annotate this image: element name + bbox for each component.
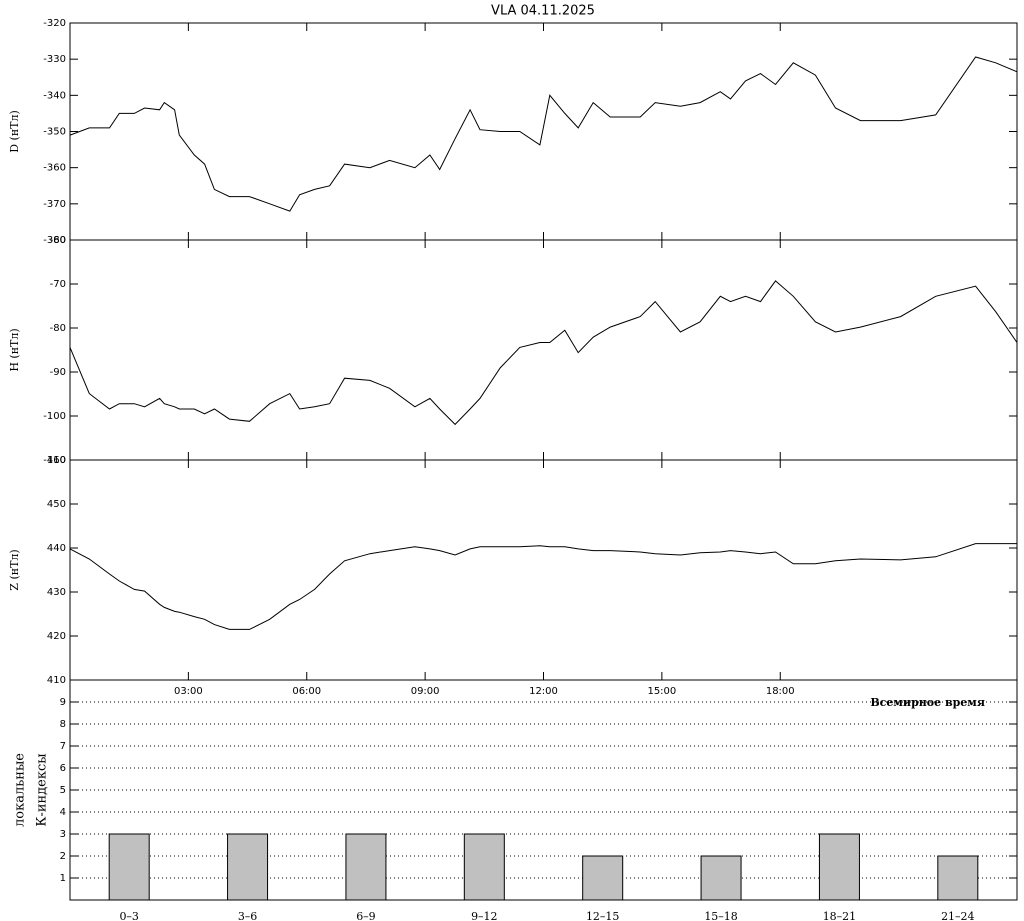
x-tick-label: 06:00 bbox=[292, 686, 321, 697]
y-tick-label: 440 bbox=[47, 543, 66, 554]
plot-frame bbox=[69, 239, 1018, 461]
data-line bbox=[69, 543, 1017, 630]
x-tick-label: 9–12 bbox=[471, 910, 498, 921]
x-axis-label: Всемирное время bbox=[870, 696, 985, 709]
x-tick-label: 03:00 bbox=[174, 686, 203, 697]
x-tick-label: 0–3 bbox=[119, 910, 139, 921]
y-tick-label: -320 bbox=[43, 18, 66, 29]
y-tick-label: 7 bbox=[60, 741, 66, 752]
bar bbox=[227, 833, 269, 901]
y-tick-label: -370 bbox=[43, 199, 66, 210]
x-tick-label: 18–21 bbox=[823, 910, 857, 921]
y-axis-label: локальные bbox=[13, 753, 28, 827]
bar bbox=[700, 855, 742, 901]
y-tick-label: 8 bbox=[60, 719, 66, 730]
bar bbox=[463, 833, 505, 901]
y-tick-label: 460 bbox=[47, 455, 66, 466]
y-tick-label: -100 bbox=[43, 411, 66, 422]
y-tick-label: 420 bbox=[47, 631, 66, 642]
y-tick-label: 1 bbox=[60, 873, 66, 884]
y-tick-label: 9 bbox=[60, 697, 66, 708]
y-tick-label: 450 bbox=[47, 499, 66, 510]
bar bbox=[345, 833, 387, 901]
bar bbox=[937, 855, 979, 901]
chart-title: VLA 04.11.2025 bbox=[491, 4, 595, 19]
x-tick-label: 15–18 bbox=[704, 910, 738, 921]
y-tick-label: 2 bbox=[60, 851, 66, 862]
y-tick-label: -110 bbox=[43, 455, 66, 466]
y-tick-label: 410 bbox=[47, 675, 66, 686]
y-axis-label: D (нТл) bbox=[8, 110, 21, 153]
y-tick-label: -330 bbox=[43, 54, 66, 65]
y-tick-label: -350 bbox=[43, 127, 66, 138]
x-tick-label: 21–24 bbox=[941, 910, 975, 921]
x-tick-label: 18:00 bbox=[766, 686, 795, 697]
y-tick-label: 3 bbox=[60, 829, 66, 840]
y-axis-label: Z (нТл) bbox=[8, 549, 21, 590]
bar bbox=[582, 855, 624, 901]
x-tick-label: 3–6 bbox=[238, 910, 258, 921]
x-tick-label: 6–9 bbox=[356, 910, 376, 921]
bar bbox=[108, 833, 150, 901]
y-tick-label: -90 bbox=[50, 367, 66, 378]
y-tick-label: 430 bbox=[47, 587, 66, 598]
plot-frame bbox=[69, 22, 1018, 241]
data-line bbox=[69, 280, 1018, 426]
x-tick-label: 12–15 bbox=[586, 910, 620, 921]
y-tick-label: -60 bbox=[50, 235, 66, 246]
y-axis-label: H (нТл) bbox=[8, 328, 21, 371]
bar bbox=[818, 833, 860, 901]
y-tick-label: -380 bbox=[43, 235, 66, 246]
plot-frame bbox=[69, 459, 1018, 681]
y-tick-label: -360 bbox=[43, 163, 66, 174]
x-tick-label: 12:00 bbox=[529, 686, 558, 697]
y-tick-label: -70 bbox=[50, 279, 66, 290]
x-tick-label: 15:00 bbox=[647, 686, 676, 697]
y-tick-label: -80 bbox=[50, 323, 66, 334]
x-tick-label: 09:00 bbox=[411, 686, 440, 697]
data-line bbox=[69, 56, 1018, 212]
y-tick-label: -340 bbox=[43, 90, 66, 101]
y-tick-label: 4 bbox=[60, 807, 66, 818]
y-tick-label: 6 bbox=[60, 763, 66, 774]
y-axis-label: К-индексы bbox=[35, 753, 50, 826]
y-tick-label: 5 bbox=[60, 785, 66, 796]
